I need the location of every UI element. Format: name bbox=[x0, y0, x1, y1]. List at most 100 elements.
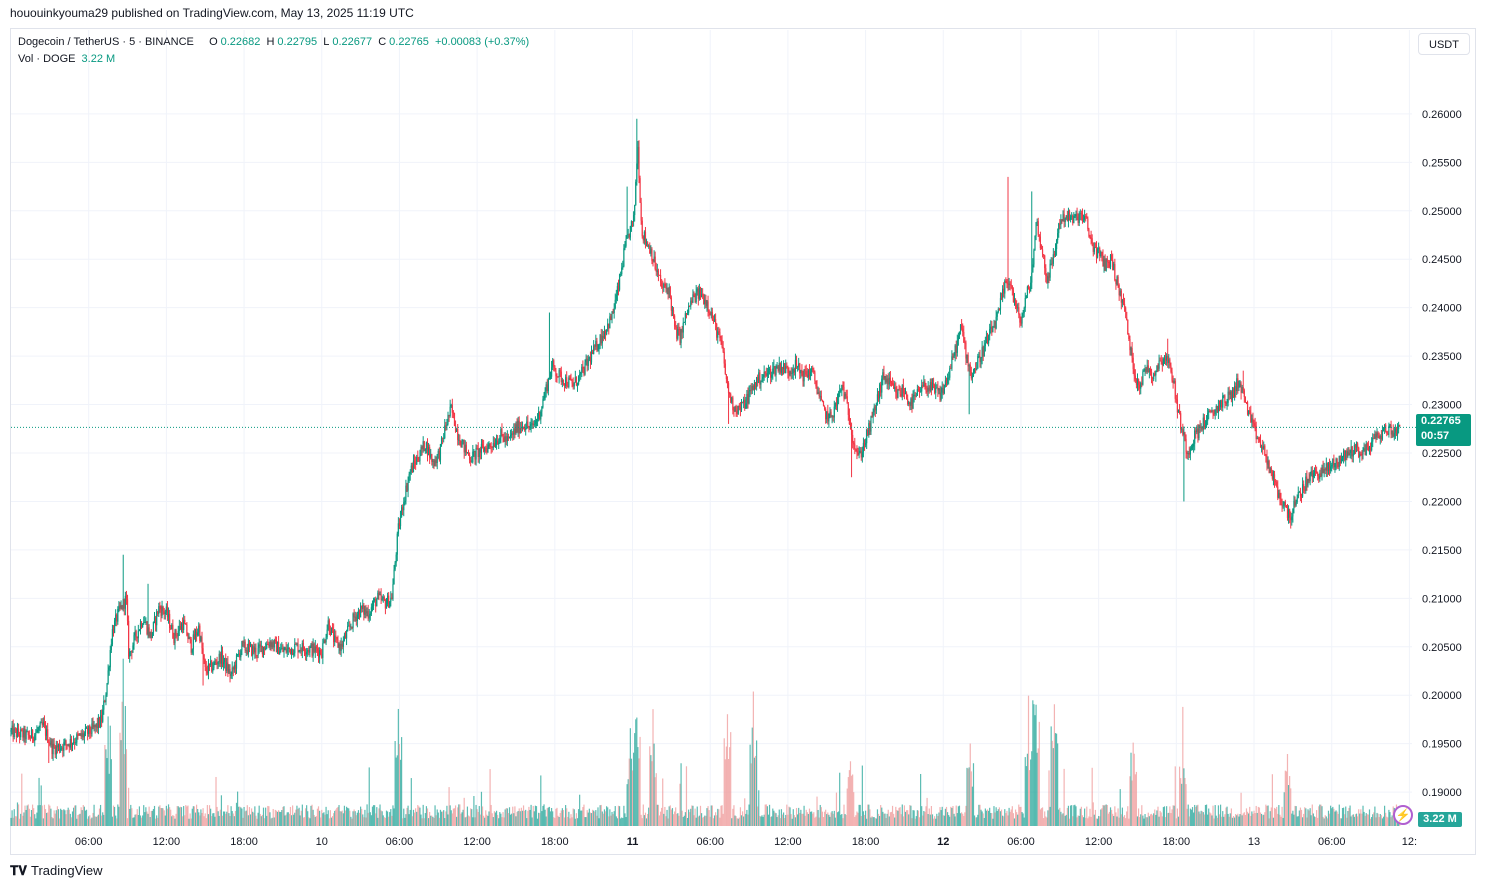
candle-body bbox=[211, 660, 213, 672]
volume-bar bbox=[317, 806, 320, 826]
candle-body bbox=[579, 374, 581, 376]
candle-body bbox=[1330, 466, 1332, 471]
candle-body bbox=[1038, 234, 1040, 237]
candle-body bbox=[1373, 437, 1375, 439]
volume-bar bbox=[1284, 770, 1286, 826]
lightning-icon[interactable]: ⚡ bbox=[1393, 805, 1413, 825]
candle-body bbox=[1074, 214, 1076, 217]
volume-bar bbox=[58, 818, 61, 826]
candle-body bbox=[1024, 297, 1026, 308]
candle-body bbox=[949, 368, 951, 378]
volume-bar bbox=[893, 813, 895, 826]
candle-body bbox=[1004, 280, 1006, 294]
candle-body bbox=[185, 623, 187, 625]
volume-bar bbox=[1387, 817, 1389, 826]
candle-body bbox=[357, 610, 360, 615]
candle-body bbox=[94, 724, 96, 728]
volume-bar bbox=[829, 816, 831, 826]
candle-body bbox=[61, 747, 63, 749]
chart-frame[interactable] bbox=[10, 28, 1476, 855]
volume-bar bbox=[391, 815, 393, 826]
candle-body bbox=[1393, 432, 1395, 437]
candle-body bbox=[568, 377, 570, 387]
candle-body bbox=[599, 334, 601, 345]
volume-label[interactable]: Vol · DOGE bbox=[18, 53, 76, 65]
candle-body bbox=[1221, 400, 1223, 408]
candle-body bbox=[986, 336, 989, 344]
volume-bar bbox=[629, 728, 631, 826]
volume-bar bbox=[790, 814, 792, 826]
candle-body bbox=[723, 351, 725, 364]
candle-body bbox=[927, 387, 929, 392]
volume-bar bbox=[1159, 810, 1161, 826]
candle-body bbox=[910, 398, 912, 406]
candle-body bbox=[911, 398, 913, 409]
candle-body bbox=[1267, 460, 1269, 465]
candle-body bbox=[1372, 437, 1374, 442]
volume-bar bbox=[487, 815, 489, 826]
tradingview-logo[interactable]: 𝐓𝐕 TradingView bbox=[10, 863, 103, 879]
candle-body bbox=[298, 650, 300, 653]
volume-bar bbox=[707, 806, 709, 826]
candle-body bbox=[785, 366, 787, 373]
candle-body bbox=[770, 368, 772, 378]
volume-bar bbox=[110, 759, 112, 826]
candle-body bbox=[257, 647, 259, 656]
candle-body bbox=[378, 592, 380, 595]
volume-bar bbox=[677, 813, 679, 826]
volume-bar bbox=[746, 809, 748, 826]
volume-bar bbox=[312, 809, 314, 826]
volume-bar bbox=[120, 740, 122, 826]
volume-bar bbox=[1280, 816, 1282, 826]
volume-bar bbox=[75, 805, 77, 826]
volume-bar bbox=[1019, 807, 1021, 826]
volume-bar bbox=[167, 804, 170, 826]
candle-body bbox=[62, 747, 64, 751]
volume-bar bbox=[255, 815, 257, 826]
volume-bar bbox=[627, 779, 629, 826]
volume-bar bbox=[443, 810, 445, 826]
candle-body bbox=[1128, 333, 1130, 340]
volume-bar bbox=[703, 816, 705, 826]
volume-bar bbox=[144, 812, 146, 826]
candle-body bbox=[404, 500, 406, 503]
candle-body bbox=[308, 650, 310, 653]
volume-bar bbox=[1338, 804, 1340, 826]
candle-body bbox=[1318, 476, 1320, 479]
candle-body bbox=[918, 389, 921, 393]
volume-bar bbox=[1130, 752, 1132, 826]
candle-body bbox=[13, 728, 15, 738]
volume-bar bbox=[138, 806, 141, 826]
candle-body bbox=[1259, 440, 1262, 448]
candle-body bbox=[229, 668, 231, 676]
candle-body bbox=[1300, 495, 1303, 497]
candle-body bbox=[912, 396, 914, 409]
volume-bar bbox=[1181, 783, 1183, 826]
volume-bar bbox=[139, 815, 142, 826]
candle-body bbox=[853, 442, 855, 445]
volume-bar bbox=[12, 817, 14, 826]
volume-bar bbox=[1351, 815, 1353, 826]
candle-body bbox=[547, 378, 549, 392]
candle-body bbox=[206, 671, 208, 674]
volume-bar bbox=[735, 816, 737, 826]
currency-button[interactable]: USDT bbox=[1418, 33, 1470, 55]
volume-bar bbox=[1172, 805, 1174, 826]
volume-bar bbox=[1375, 817, 1377, 826]
volume-bar bbox=[558, 816, 560, 826]
volume-bar bbox=[572, 808, 574, 826]
volume-bar bbox=[1334, 811, 1336, 826]
candle-body bbox=[239, 653, 241, 658]
volume-bar bbox=[83, 806, 85, 826]
volume-bar bbox=[471, 809, 473, 826]
volume-bar bbox=[615, 816, 617, 826]
symbol-name[interactable]: Dogecoin / TetherUS · 5 · BINANCE bbox=[18, 36, 194, 48]
candle-body bbox=[261, 645, 264, 655]
candle-body bbox=[338, 644, 340, 648]
candle-body bbox=[384, 600, 387, 609]
volume-bar bbox=[514, 806, 516, 826]
candle-body bbox=[1266, 456, 1268, 465]
candle-body bbox=[36, 730, 38, 733]
candle-body bbox=[907, 398, 909, 405]
